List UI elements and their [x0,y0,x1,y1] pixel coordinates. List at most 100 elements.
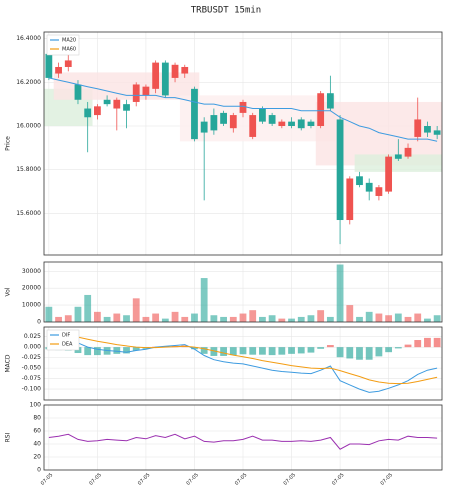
candle-body [132,84,140,102]
volume-bar [161,318,169,322]
y-tick-label: 0.000 [24,344,41,351]
candle-body [365,182,373,192]
candle-body [278,121,286,127]
legend-label: MA20 [62,38,76,44]
macd-bar [288,347,295,354]
macd-bar [307,347,315,353]
candle-body [220,112,227,124]
volume-bar [268,315,276,322]
x-tick-label: 07-05 [282,472,297,487]
y-tick-label: 0 [37,319,41,326]
candle-body [93,106,101,116]
y-tick-label: 0.025 [24,333,41,340]
macd-bar [385,347,393,353]
series-line [48,334,438,393]
macd-bar [229,347,237,356]
x-tick-label: 07-05 [331,472,346,487]
volume-bar [181,316,189,322]
y-tick-label: 15.8000 [16,166,41,173]
macd-bar [365,347,373,360]
candle-body [142,86,150,96]
macd-bar [297,347,305,354]
macd-bar [356,347,363,360]
candle-body [249,115,257,137]
candle-body [171,64,179,78]
macd-bar [93,347,101,356]
candle-body [346,178,354,221]
candle-body [336,119,344,221]
candle-body [268,115,276,124]
volume-bar [404,316,412,322]
legend-label: DIF [62,333,70,339]
volume-bar [123,315,130,322]
volume-bar [113,313,121,322]
candle-body [414,119,422,137]
macd-bar [249,347,257,355]
y-tick-label: 80 [33,415,41,422]
volume-bar [356,316,363,322]
y-tick-label: -0.100 [22,386,42,393]
candle-body [385,156,393,192]
volume-bar [326,316,334,322]
macd-bar [317,347,325,349]
candle-body [433,130,441,135]
volume-bar [336,264,344,322]
macd-bar [346,347,354,359]
y-axis-label: Price [5,136,12,151]
x-tick-label: 07-05 [88,472,103,487]
volume-bar [365,311,373,322]
y-tick-label: 16.2000 [16,79,41,86]
panel-frame [43,261,443,323]
volume-bar [210,315,218,322]
volume-bar [64,315,72,322]
candle-body [161,62,169,96]
macd-bar [113,347,121,354]
candle-body [55,66,62,74]
volume-bar [346,305,354,322]
volume-bar [84,294,92,322]
macd-bar [433,337,441,348]
volume-bar [259,316,266,322]
y-axis-label: MACD [5,354,12,372]
macd-bar [220,347,227,356]
macd-bar [375,347,383,357]
macd-bar [326,345,334,348]
x-tick-label: 07-05 [234,472,249,487]
volume-bar [200,278,208,322]
x-tick-label: 07-05 [185,472,200,487]
volume-bar [152,313,160,322]
y-tick-label: -0.075 [22,375,42,382]
volume-bar [191,313,198,322]
candle-body [394,154,402,159]
chart-title: TRBUSDT 15min [191,6,261,16]
volume-bar [45,306,53,322]
volume-bar [74,306,82,322]
series-line [48,433,438,450]
volume-bar [229,316,237,322]
series-line [48,77,438,142]
macd-bar [414,340,422,348]
candle-body [74,84,82,100]
series-line [48,332,438,385]
candle-body [181,66,189,74]
x-tick-label: 07-05 [137,472,152,487]
candle-body [200,121,208,133]
y-tick-label: 10000 [22,302,41,309]
volume-bar [249,310,257,322]
macd-bar [404,344,412,348]
volume-bar [433,315,441,322]
candle-body [259,108,266,122]
y-tick-label: -0.025 [22,354,42,361]
candle-body [375,187,383,196]
candle-body [288,121,295,127]
candle-body [84,108,92,118]
volume-bar [375,313,383,322]
macd-bar [394,347,402,349]
candle-body [64,60,72,67]
volume-bar [55,316,62,322]
volume-bar [93,311,101,322]
candle-body [45,53,53,78]
volume-bar [307,315,315,322]
macd-bar [278,347,286,355]
legend-label: DEA [62,342,73,348]
